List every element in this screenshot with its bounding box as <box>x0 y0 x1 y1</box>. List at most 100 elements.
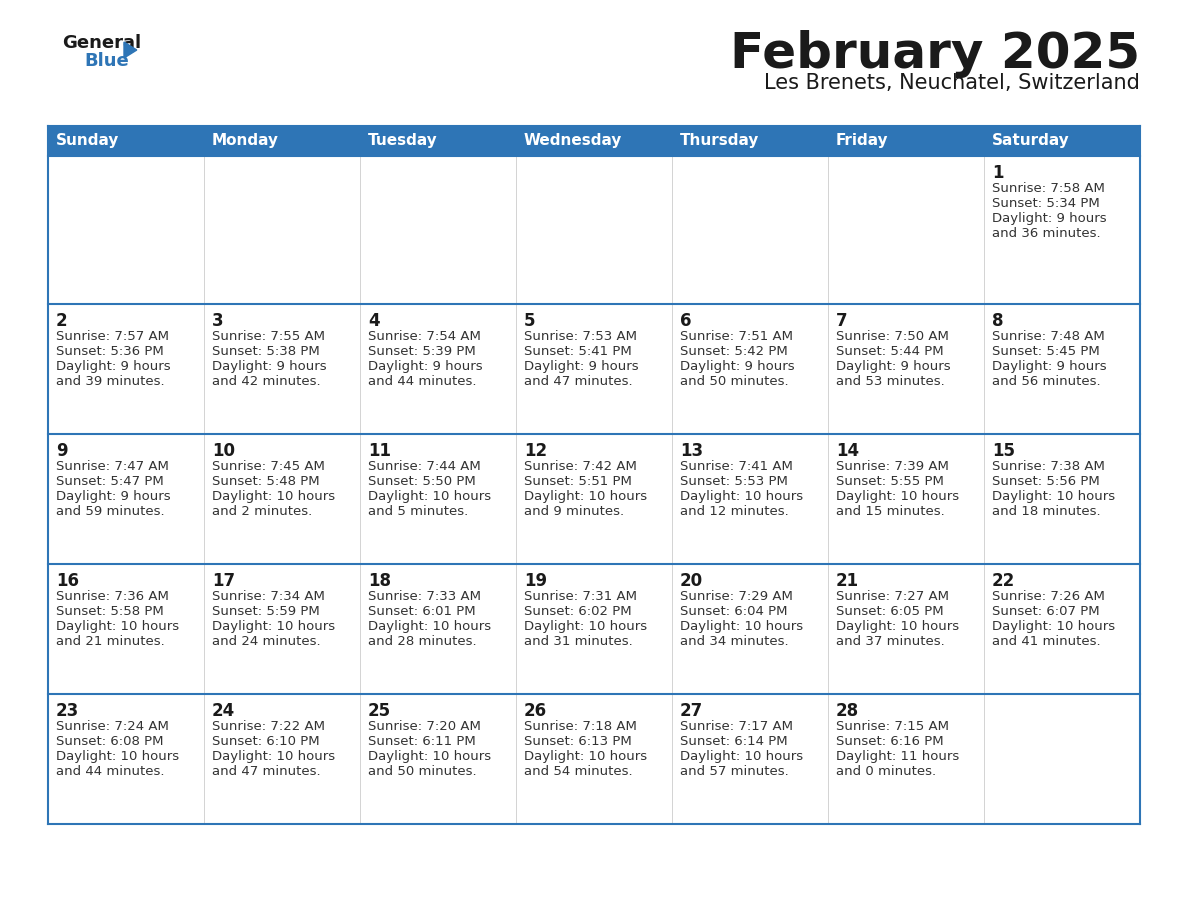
Text: and 50 minutes.: and 50 minutes. <box>368 765 476 778</box>
Text: Daylight: 10 hours: Daylight: 10 hours <box>992 620 1116 633</box>
Text: Sunrise: 7:38 AM: Sunrise: 7:38 AM <box>992 460 1105 473</box>
Text: Sunrise: 7:50 AM: Sunrise: 7:50 AM <box>836 330 949 343</box>
Text: Daylight: 10 hours: Daylight: 10 hours <box>836 490 959 503</box>
Bar <box>516 156 672 304</box>
Text: Daylight: 9 hours: Daylight: 9 hours <box>56 490 171 503</box>
Text: Daylight: 10 hours: Daylight: 10 hours <box>211 490 335 503</box>
Text: and 59 minutes.: and 59 minutes. <box>56 505 165 518</box>
Text: and 24 minutes.: and 24 minutes. <box>211 635 321 648</box>
Bar <box>828 304 984 434</box>
Bar <box>984 564 1140 694</box>
Text: Daylight: 9 hours: Daylight: 9 hours <box>992 360 1107 373</box>
Text: and 57 minutes.: and 57 minutes. <box>680 765 789 778</box>
Text: Monday: Monday <box>211 133 279 149</box>
Text: Sunset: 6:11 PM: Sunset: 6:11 PM <box>368 735 475 748</box>
Bar <box>516 434 672 564</box>
Bar <box>828 126 984 156</box>
Bar <box>204 156 360 304</box>
Text: Sunset: 5:56 PM: Sunset: 5:56 PM <box>992 475 1100 488</box>
Text: Daylight: 10 hours: Daylight: 10 hours <box>680 490 803 503</box>
Text: and 36 minutes.: and 36 minutes. <box>992 227 1100 240</box>
Text: Daylight: 10 hours: Daylight: 10 hours <box>368 620 491 633</box>
Text: Sunset: 5:48 PM: Sunset: 5:48 PM <box>211 475 320 488</box>
Text: Les Brenets, Neuchatel, Switzerland: Les Brenets, Neuchatel, Switzerland <box>764 73 1140 93</box>
Text: Daylight: 9 hours: Daylight: 9 hours <box>836 360 950 373</box>
Text: 18: 18 <box>368 572 391 590</box>
Bar <box>48 564 204 694</box>
Bar <box>672 694 828 824</box>
Bar <box>48 126 204 156</box>
Text: General: General <box>62 34 141 52</box>
Text: 20: 20 <box>680 572 703 590</box>
Text: and 53 minutes.: and 53 minutes. <box>836 375 944 388</box>
Bar <box>828 694 984 824</box>
Bar <box>48 434 204 564</box>
Text: Sunset: 6:14 PM: Sunset: 6:14 PM <box>680 735 788 748</box>
Polygon shape <box>124 42 137 58</box>
Text: Tuesday: Tuesday <box>368 133 437 149</box>
Bar <box>984 126 1140 156</box>
Text: and 44 minutes.: and 44 minutes. <box>56 765 164 778</box>
Text: 5: 5 <box>524 312 536 330</box>
Bar <box>828 434 984 564</box>
Text: Daylight: 10 hours: Daylight: 10 hours <box>680 620 803 633</box>
Text: Sunrise: 7:22 AM: Sunrise: 7:22 AM <box>211 720 326 733</box>
Text: Sunrise: 7:47 AM: Sunrise: 7:47 AM <box>56 460 169 473</box>
Text: and 28 minutes.: and 28 minutes. <box>368 635 476 648</box>
Text: and 41 minutes.: and 41 minutes. <box>992 635 1100 648</box>
Bar <box>516 304 672 434</box>
Text: Sunrise: 7:33 AM: Sunrise: 7:33 AM <box>368 590 481 603</box>
Text: 11: 11 <box>368 442 391 460</box>
Text: 1: 1 <box>992 164 1004 182</box>
Text: 8: 8 <box>992 312 1004 330</box>
Text: and 34 minutes.: and 34 minutes. <box>680 635 789 648</box>
Text: Daylight: 10 hours: Daylight: 10 hours <box>680 750 803 763</box>
Text: Sunset: 5:41 PM: Sunset: 5:41 PM <box>524 345 632 358</box>
Text: Sunset: 6:13 PM: Sunset: 6:13 PM <box>524 735 632 748</box>
Text: Sunrise: 7:58 AM: Sunrise: 7:58 AM <box>992 182 1105 195</box>
Bar <box>516 564 672 694</box>
Text: Sunrise: 7:34 AM: Sunrise: 7:34 AM <box>211 590 324 603</box>
Text: and 56 minutes.: and 56 minutes. <box>992 375 1100 388</box>
Text: and 42 minutes.: and 42 minutes. <box>211 375 321 388</box>
Text: 17: 17 <box>211 572 235 590</box>
Bar <box>672 434 828 564</box>
Text: Sunset: 5:53 PM: Sunset: 5:53 PM <box>680 475 788 488</box>
Bar <box>204 126 360 156</box>
Text: and 37 minutes.: and 37 minutes. <box>836 635 944 648</box>
Text: Daylight: 10 hours: Daylight: 10 hours <box>56 620 179 633</box>
Text: Sunset: 6:04 PM: Sunset: 6:04 PM <box>680 605 788 618</box>
Text: 25: 25 <box>368 702 391 720</box>
Text: 13: 13 <box>680 442 703 460</box>
Text: Sunset: 5:34 PM: Sunset: 5:34 PM <box>992 197 1100 210</box>
Text: Sunrise: 7:29 AM: Sunrise: 7:29 AM <box>680 590 792 603</box>
Text: Sunset: 6:16 PM: Sunset: 6:16 PM <box>836 735 943 748</box>
Text: and 2 minutes.: and 2 minutes. <box>211 505 312 518</box>
Text: Sunrise: 7:39 AM: Sunrise: 7:39 AM <box>836 460 949 473</box>
Text: 23: 23 <box>56 702 80 720</box>
Bar <box>360 434 516 564</box>
Text: 28: 28 <box>836 702 859 720</box>
Text: Sunrise: 7:48 AM: Sunrise: 7:48 AM <box>992 330 1105 343</box>
Text: 27: 27 <box>680 702 703 720</box>
Bar <box>984 156 1140 304</box>
Text: and 31 minutes.: and 31 minutes. <box>524 635 633 648</box>
Text: Sunrise: 7:41 AM: Sunrise: 7:41 AM <box>680 460 792 473</box>
Text: Daylight: 10 hours: Daylight: 10 hours <box>368 490 491 503</box>
Text: Sunset: 6:02 PM: Sunset: 6:02 PM <box>524 605 632 618</box>
Text: and 47 minutes.: and 47 minutes. <box>211 765 321 778</box>
Text: Sunrise: 7:36 AM: Sunrise: 7:36 AM <box>56 590 169 603</box>
Text: 6: 6 <box>680 312 691 330</box>
Bar <box>516 126 672 156</box>
Text: 10: 10 <box>211 442 235 460</box>
Text: 3: 3 <box>211 312 223 330</box>
Text: Sunday: Sunday <box>56 133 119 149</box>
Text: and 5 minutes.: and 5 minutes. <box>368 505 468 518</box>
Bar <box>360 564 516 694</box>
Text: 19: 19 <box>524 572 548 590</box>
Text: Daylight: 9 hours: Daylight: 9 hours <box>524 360 639 373</box>
Text: and 44 minutes.: and 44 minutes. <box>368 375 476 388</box>
Bar <box>672 304 828 434</box>
Text: Sunset: 6:01 PM: Sunset: 6:01 PM <box>368 605 475 618</box>
Text: and 50 minutes.: and 50 minutes. <box>680 375 789 388</box>
